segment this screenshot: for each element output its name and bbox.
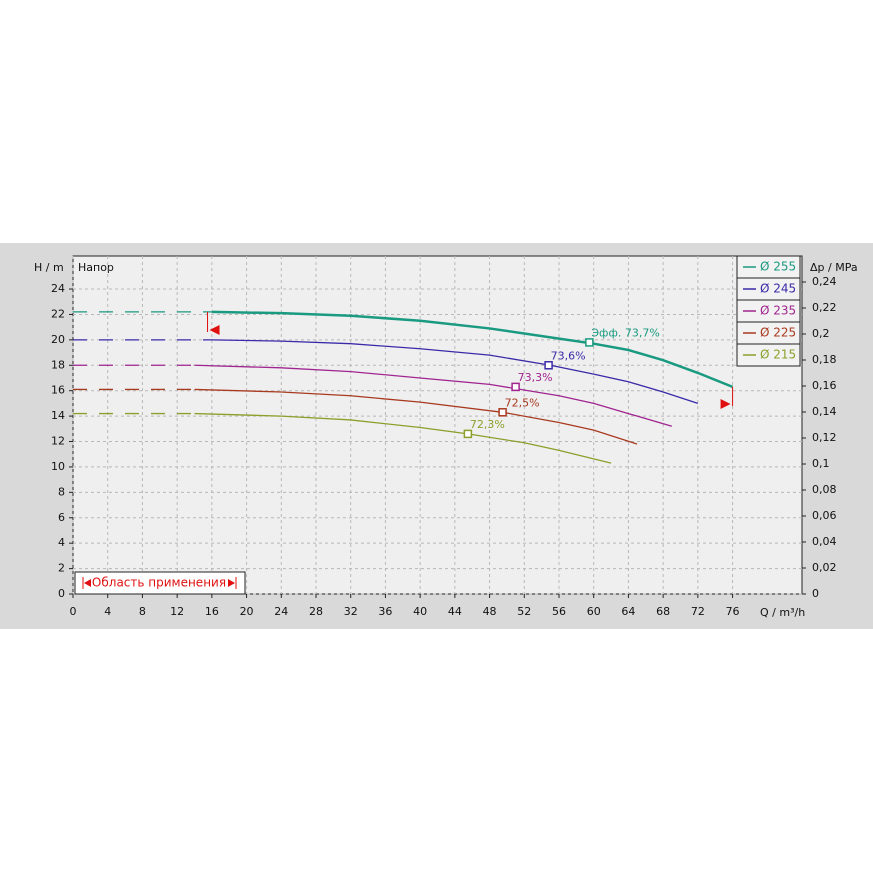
y2-tick-label: 0,14 — [812, 405, 837, 418]
y-tick-label: 8 — [58, 485, 65, 498]
grid — [72, 256, 802, 595]
y2-tick-label: 0,04 — [812, 535, 837, 548]
curve — [194, 364, 673, 427]
curve — [211, 339, 699, 405]
y2-tick-label: 0,18 — [812, 353, 837, 366]
y2-tick-label: 0,02 — [812, 561, 837, 574]
range-box-arrow — [228, 579, 235, 587]
legend-label: Ø 245 — [760, 282, 796, 296]
efficiency-label: Эфф. 73,7% — [591, 326, 659, 339]
legend-label: Ø 215 — [760, 348, 796, 362]
y2-tick-label: 0,24 — [812, 275, 837, 288]
y-axis-title: H / m — [34, 261, 64, 274]
curve — [194, 412, 612, 464]
efficiency-label: 73,6% — [551, 349, 586, 362]
y-tick-label: 0 — [58, 587, 65, 600]
y-tick-label: 16 — [51, 384, 65, 397]
range-label: Область применения — [92, 576, 226, 590]
x-tick-label: 40 — [413, 605, 427, 618]
x-tick-label: 16 — [205, 605, 219, 618]
y-tick-label: 18 — [51, 358, 65, 371]
y2-tick-label: 0,2 — [812, 327, 830, 340]
x-tick-label: 36 — [378, 605, 392, 618]
x-tick-label: 76 — [726, 605, 740, 618]
x-tick-label: 20 — [240, 605, 254, 618]
efficiency-point — [511, 382, 520, 392]
y2-tick-label: 0,16 — [812, 379, 837, 392]
x-tick-label: 4 — [104, 605, 111, 618]
legend-box — [736, 343, 801, 367]
x-tick-label: 32 — [344, 605, 358, 618]
y-tick-label: 20 — [51, 333, 65, 346]
curve — [194, 388, 638, 445]
x-axis-title: Q / m³/h — [760, 606, 805, 619]
plot-area — [72, 255, 803, 595]
y-tick-label: 6 — [58, 511, 65, 524]
x-tick-label: 28 — [309, 605, 323, 618]
efficiency-point — [585, 338, 594, 347]
x-tick-label: 64 — [621, 605, 635, 618]
x-tick-label: 52 — [517, 605, 531, 618]
x-tick-label: 8 — [139, 605, 146, 618]
x-tick-label: 72 — [691, 605, 705, 618]
range-end-arrow — [720, 399, 731, 409]
annotation: Напор — [78, 261, 114, 274]
range-start-arrow — [209, 325, 220, 335]
legend-label: Ø 255 — [760, 260, 796, 274]
legend-label: Ø 235 — [760, 304, 796, 318]
x-tick-label: 56 — [552, 605, 566, 618]
efficiency-point — [463, 429, 473, 439]
x-tick-label: 0 — [70, 605, 77, 618]
x-tick-label: 48 — [483, 605, 497, 618]
y-tick-label: 24 — [51, 282, 65, 295]
range-box-arrow — [84, 579, 91, 587]
x-tick-label: 44 — [448, 605, 462, 618]
legend-label: Ø 225 — [760, 326, 796, 340]
y2-tick-label: 0,12 — [812, 431, 837, 444]
efficiency-label: 73,3% — [518, 371, 553, 384]
y-tick-label: 10 — [51, 460, 65, 473]
efficiency-label: 72,3% — [470, 418, 505, 431]
x-tick-label: 68 — [656, 605, 670, 618]
y2-tick-label: 0 — [812, 587, 819, 600]
efficiency-point — [544, 361, 553, 370]
efficiency-point — [498, 408, 507, 417]
y-tick-label: 4 — [58, 536, 65, 549]
curve — [211, 310, 734, 389]
range-box — [74, 571, 246, 595]
y-tick-label: 14 — [51, 409, 65, 422]
y-tick-label: 2 — [58, 562, 65, 575]
y2-axis-title: Δp / MPa — [810, 261, 858, 274]
y2-tick-label: 0,08 — [812, 483, 837, 496]
x-tick-label: 60 — [587, 605, 601, 618]
y2-tick-label: 0,1 — [812, 457, 830, 470]
y2-tick-label: 0,22 — [812, 301, 837, 314]
x-tick-label: 12 — [170, 605, 184, 618]
y-tick-label: 22 — [51, 307, 65, 320]
efficiency-label: 72,5% — [505, 396, 540, 409]
y-tick-label: 12 — [51, 435, 65, 448]
y2-tick-label: 0,06 — [812, 509, 837, 522]
marks: Эфф. 73,7% 73,6% 73,3% 72,5%72,3% — [73, 310, 734, 464]
x-tick-label: 24 — [274, 605, 288, 618]
